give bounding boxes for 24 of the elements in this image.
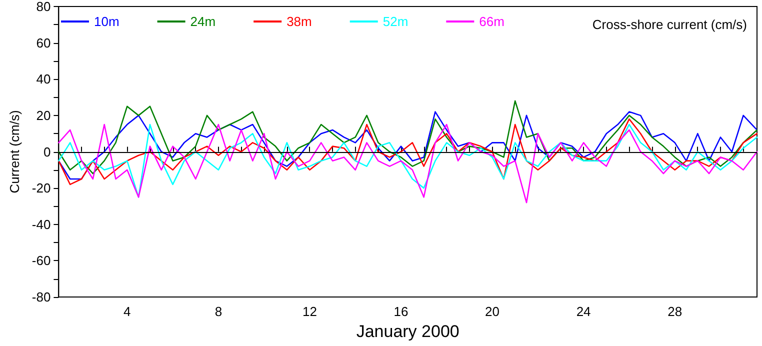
y-tick-label: 40 (36, 72, 51, 87)
x-axis-title: January 2000 (356, 322, 460, 341)
legend-label: 66m (479, 14, 504, 29)
text: Cross-shore current (cm/s) (592, 17, 747, 32)
y-tick-label: 80 (36, 0, 51, 14)
y-tick-label: 60 (36, 35, 51, 50)
y-tick-label: -80 (32, 290, 51, 304)
x-tick-label: 8 (214, 304, 222, 319)
x-tick-label: 12 (302, 304, 317, 319)
x-tick-label: 4 (124, 304, 131, 319)
legend-label: 38m (286, 14, 312, 29)
y-tick-label: -40 (32, 216, 51, 232)
legend-label: 52m (382, 14, 408, 29)
y-tick-label: 0 (43, 144, 51, 160)
x-tick-label: 20 (485, 304, 500, 319)
legend-label: 24m (190, 14, 216, 29)
y-tick-label: -20 (32, 180, 51, 196)
x-tick-label: 28 (668, 304, 682, 319)
y-tick-label: -60 (32, 253, 51, 268)
legend-label: 10m (94, 14, 120, 29)
x-tick-label: 16 (394, 304, 408, 319)
x-tick-label: 24 (576, 304, 591, 319)
y-tick-label: 20 (36, 108, 51, 123)
y-axis-title: Current (cm/s) (7, 110, 22, 194)
